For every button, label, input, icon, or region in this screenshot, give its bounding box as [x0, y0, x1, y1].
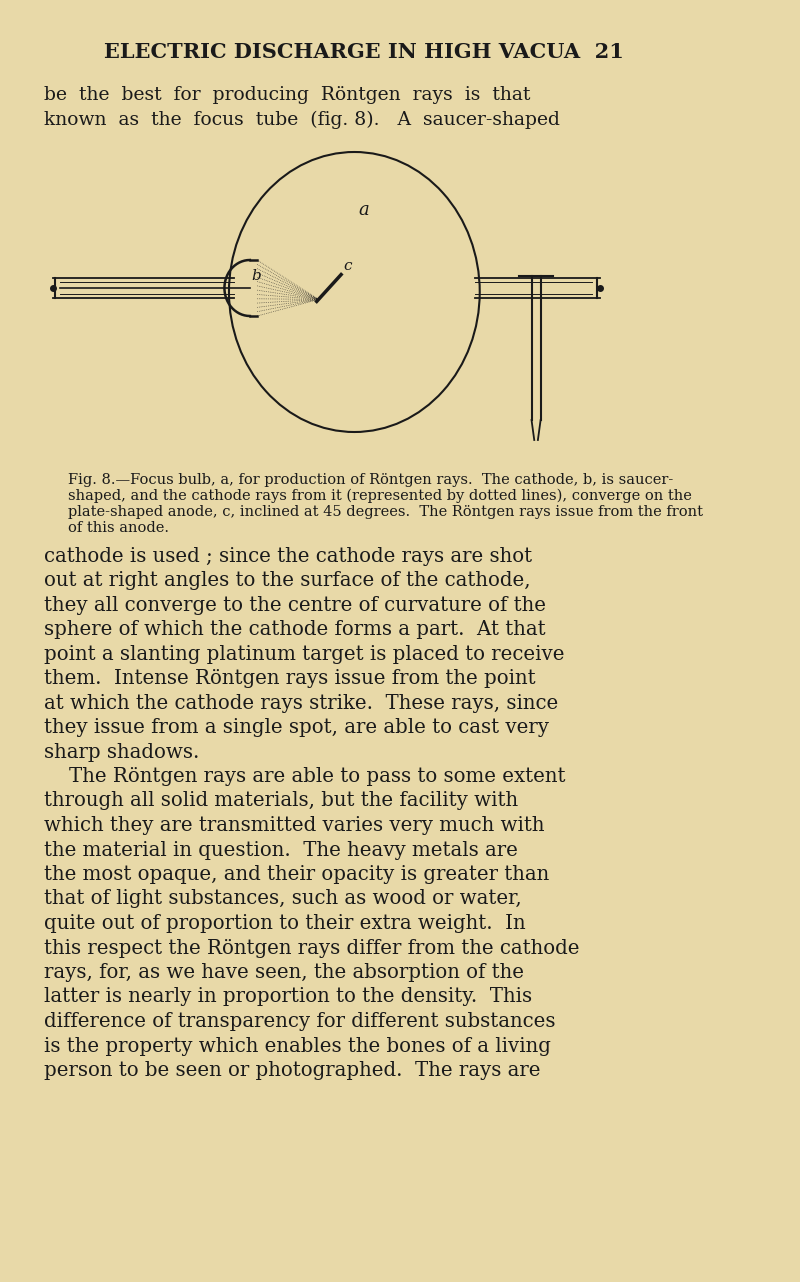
Text: out at right angles to the surface of the cathode,: out at right angles to the surface of th…: [44, 570, 530, 590]
Text: the most opaque, and their opacity is greater than: the most opaque, and their opacity is gr…: [44, 865, 549, 885]
Text: a: a: [358, 201, 369, 219]
Text: latter is nearly in proportion to the density.  This: latter is nearly in proportion to the de…: [44, 987, 532, 1006]
Text: they issue from a single spot, are able to cast very: they issue from a single spot, are able …: [44, 718, 549, 737]
Text: that of light substances, such as wood or water,: that of light substances, such as wood o…: [44, 890, 522, 909]
Text: sphere of which the cathode forms a part.  At that: sphere of which the cathode forms a part…: [44, 620, 546, 638]
Text: of this anode.: of this anode.: [68, 520, 169, 535]
Text: difference of transparency for different substances: difference of transparency for different…: [44, 1011, 555, 1031]
Text: shaped, and the cathode rays from it (represented by dotted lines), converge on : shaped, and the cathode rays from it (re…: [68, 488, 692, 504]
Text: plate-shaped anode, c, inclined at 45 degrees.  The Röntgen rays issue from the : plate-shaped anode, c, inclined at 45 de…: [68, 505, 703, 519]
Text: person to be seen or photographed.  The rays are: person to be seen or photographed. The r…: [44, 1061, 540, 1079]
Text: c: c: [343, 259, 351, 273]
Text: this respect the Röntgen rays differ from the cathode: this respect the Röntgen rays differ fro…: [44, 938, 579, 958]
Text: quite out of proportion to their extra weight.  In: quite out of proportion to their extra w…: [44, 914, 526, 933]
Text: The Röntgen rays are able to pass to some extent: The Röntgen rays are able to pass to som…: [44, 767, 565, 786]
Text: known  as  the  focus  tube  (fig. 8).   A  saucer-shaped: known as the focus tube (fig. 8). A sauc…: [44, 110, 559, 129]
Text: through all solid materials, but the facility with: through all solid materials, but the fac…: [44, 791, 518, 810]
Text: is the property which enables the bones of a living: is the property which enables the bones …: [44, 1037, 550, 1055]
Text: them.  Intense Röntgen rays issue from the point: them. Intense Röntgen rays issue from th…: [44, 669, 535, 688]
Text: cathode is used ; since the cathode rays are shot: cathode is used ; since the cathode rays…: [44, 546, 532, 565]
Text: point a slanting platinum target is placed to receive: point a slanting platinum target is plac…: [44, 645, 564, 664]
Text: Fig. 8.—Focus bulb, a, for production of Röntgen rays.  The cathode, b, is sauce: Fig. 8.—Focus bulb, a, for production of…: [68, 473, 674, 487]
Text: they all converge to the centre of curvature of the: they all converge to the centre of curva…: [44, 596, 546, 614]
Text: which they are transmitted varies very much with: which they are transmitted varies very m…: [44, 817, 544, 835]
Text: b: b: [252, 269, 262, 283]
Text: be  the  best  for  producing  Röntgen  rays  is  that: be the best for producing Röntgen rays i…: [44, 86, 530, 104]
Text: at which the cathode rays strike.  These rays, since: at which the cathode rays strike. These …: [44, 694, 558, 713]
Text: rays, for, as we have seen, the absorption of the: rays, for, as we have seen, the absorpti…: [44, 963, 524, 982]
Text: sharp shadows.: sharp shadows.: [44, 742, 199, 762]
Text: ELECTRIC DISCHARGE IN HIGH VACUA  21: ELECTRIC DISCHARGE IN HIGH VACUA 21: [103, 42, 623, 62]
Text: the material in question.  The heavy metals are: the material in question. The heavy meta…: [44, 841, 518, 859]
